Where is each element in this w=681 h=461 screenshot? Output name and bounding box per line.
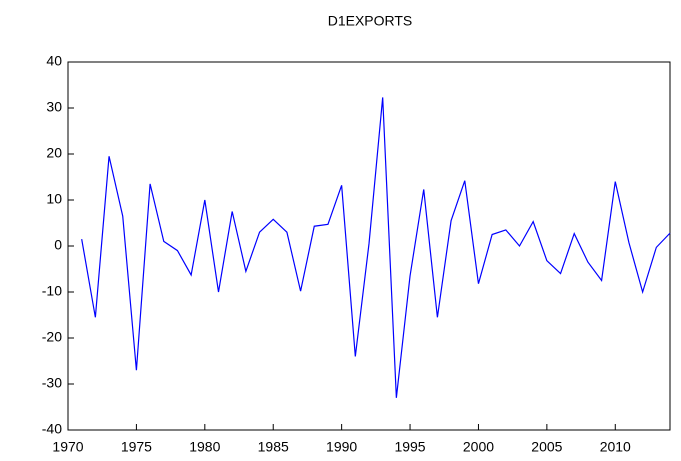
y-tick-label: 30 [46,99,62,115]
chart-title: D1EXPORTS [328,13,413,29]
y-tick-label: -10 [42,283,62,299]
x-tick-label: 2005 [531,439,562,455]
x-tick-label: 1975 [121,439,152,455]
x-tick-label: 1985 [258,439,289,455]
y-tick-label: -30 [42,375,62,391]
data-line [81,97,671,398]
y-tick-label: -20 [42,329,62,345]
x-tick-label: 1980 [189,439,220,455]
x-tick-label: 2000 [463,439,494,455]
x-tick-label: 2010 [600,439,631,455]
y-tick-label: 20 [46,145,62,161]
x-tick-label: 1990 [326,439,357,455]
x-tick-label: 1995 [394,439,425,455]
x-tick-label: 1970 [52,439,83,455]
y-tick-label: 10 [46,191,62,207]
y-tick-label: 0 [54,237,62,253]
y-tick-label: -40 [42,421,62,437]
y-tick-label: 40 [46,53,62,69]
